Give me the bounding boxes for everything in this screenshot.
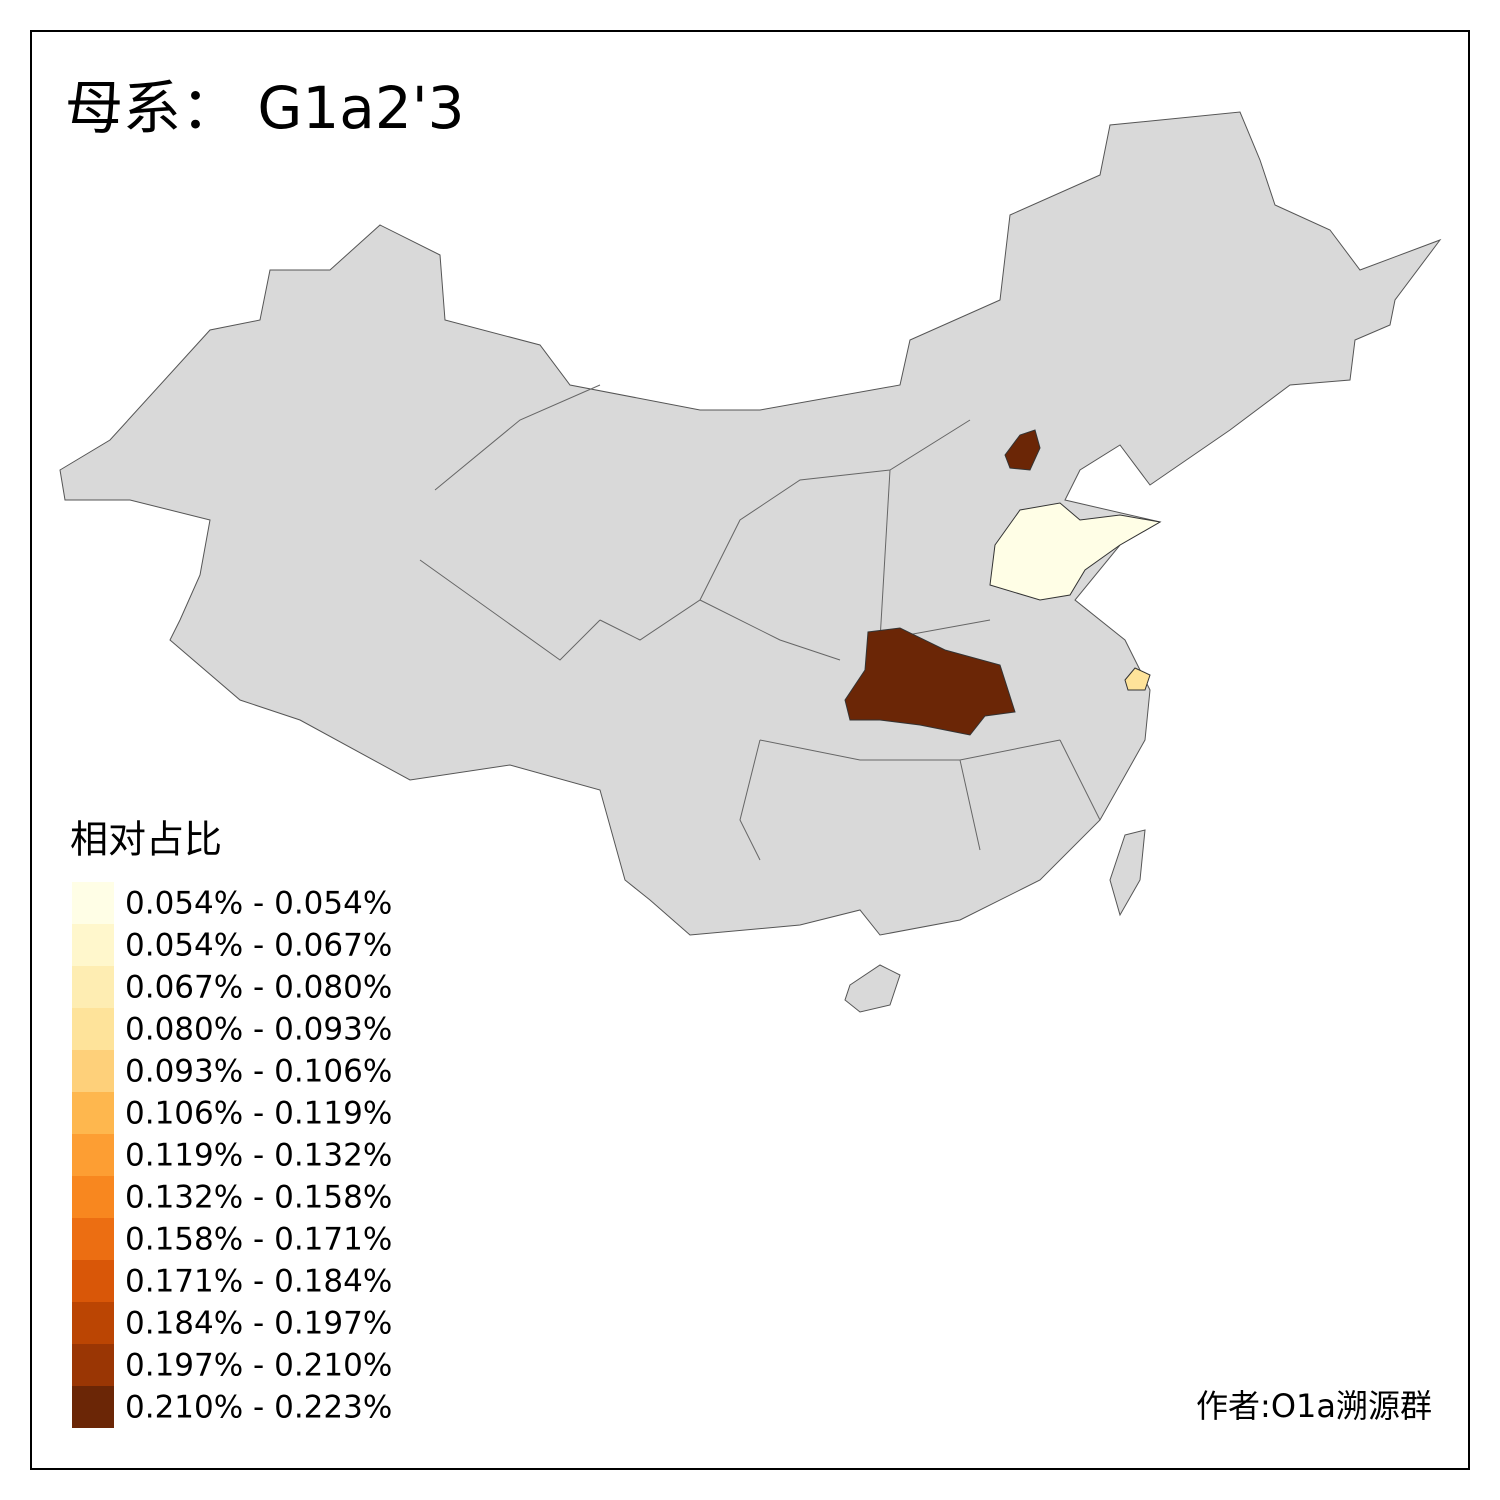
legend-label: 0.197% - 0.210% bbox=[125, 1348, 392, 1384]
legend-label: 0.210% - 0.223% bbox=[125, 1390, 392, 1426]
legend-swatch bbox=[72, 1260, 114, 1302]
legend-swatch bbox=[72, 1344, 114, 1386]
legend-swatch bbox=[72, 966, 114, 1008]
map-title: 母系： G1a2'3 bbox=[65, 74, 465, 142]
island bbox=[844, 964, 901, 1013]
legend-label: 0.119% - 0.132% bbox=[125, 1138, 392, 1174]
legend-label: 0.184% - 0.197% bbox=[125, 1306, 392, 1342]
region bbox=[989, 502, 1162, 601]
region bbox=[1004, 429, 1041, 471]
legend-swatch bbox=[72, 1176, 114, 1218]
legend-swatch bbox=[72, 1092, 114, 1134]
highlighted-regions bbox=[844, 429, 1162, 736]
legend-label: 0.132% - 0.158% bbox=[125, 1180, 392, 1216]
legend-swatch bbox=[72, 1386, 114, 1428]
credit: 作者:O1a溯源群 bbox=[1196, 1387, 1432, 1425]
island bbox=[1109, 829, 1146, 917]
legend-label: 0.093% - 0.106% bbox=[125, 1054, 392, 1090]
legend-label: 0.067% - 0.080% bbox=[125, 970, 392, 1006]
legend-swatch bbox=[72, 882, 114, 924]
legend-label: 0.158% - 0.171% bbox=[125, 1222, 392, 1258]
legend-label: 0.054% - 0.067% bbox=[125, 928, 392, 964]
legend-label: 0.171% - 0.184% bbox=[125, 1264, 392, 1300]
legend: 0.054% - 0.054% 0.054% - 0.067% 0.067% - 0… bbox=[72, 882, 392, 1428]
legend-title: 相对占比 bbox=[70, 818, 222, 862]
legend-label: 0.106% - 0.119% bbox=[125, 1096, 392, 1132]
legend-swatch bbox=[72, 1134, 114, 1176]
legend-swatch bbox=[72, 1008, 114, 1050]
legend-swatch bbox=[72, 1302, 114, 1344]
region bbox=[844, 627, 1016, 736]
legend-label: 0.054% - 0.054% bbox=[125, 886, 392, 922]
base-map bbox=[59, 111, 1442, 1013]
legend-swatch bbox=[72, 1050, 114, 1092]
legend-swatch bbox=[72, 924, 114, 966]
internal-border bbox=[419, 384, 1101, 861]
region bbox=[1124, 667, 1151, 691]
legend-label: 0.080% - 0.093% bbox=[125, 1012, 392, 1048]
legend-swatch bbox=[72, 1218, 114, 1260]
